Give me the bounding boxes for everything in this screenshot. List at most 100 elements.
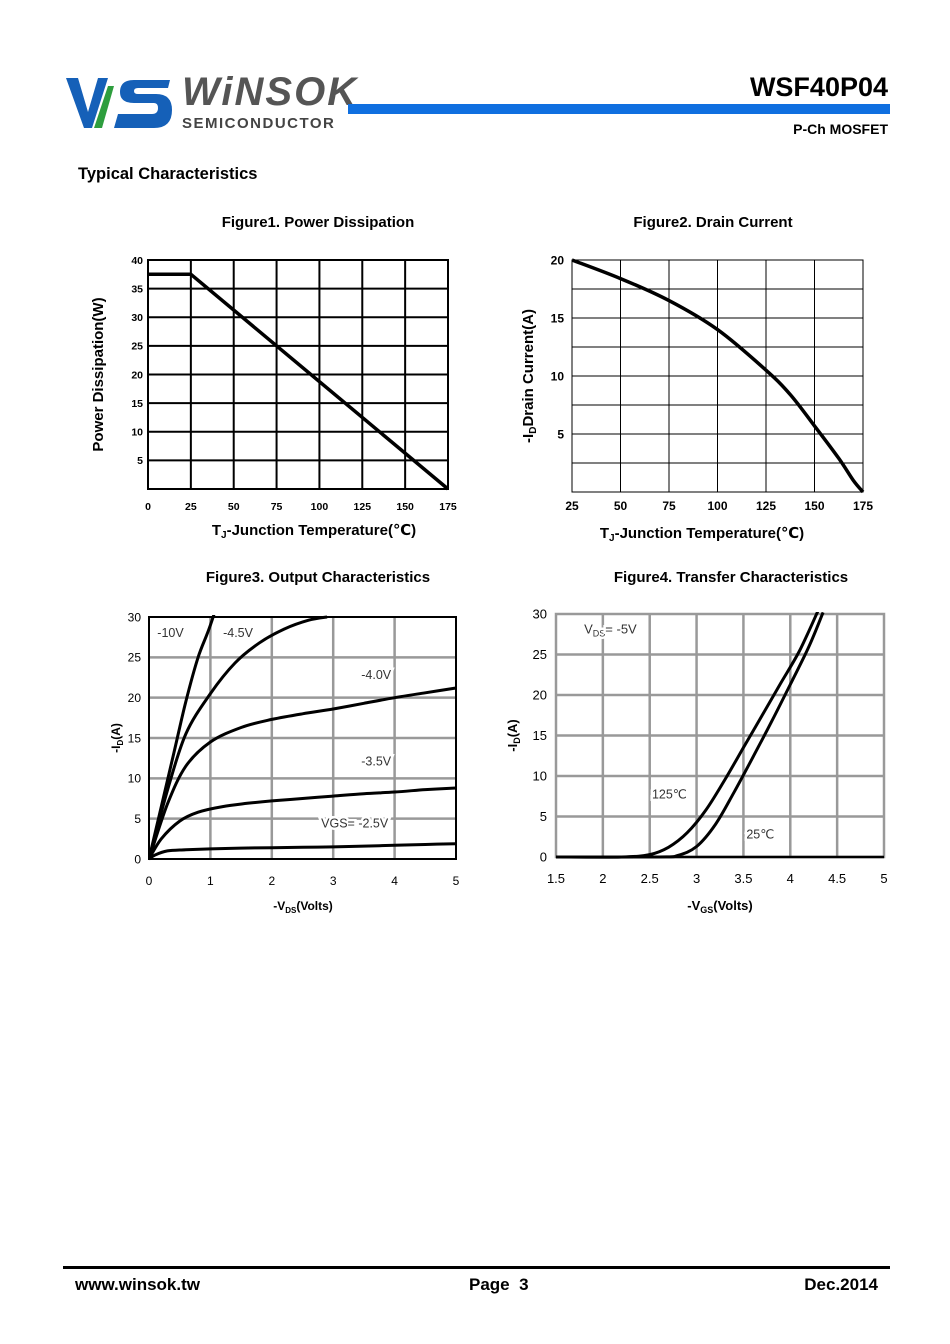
x-tick-label: 3 [330,874,337,888]
y-tick-label: 0 [134,852,141,866]
plot-frame [148,616,457,860]
brand-subtitle: SEMICONDUCTOR [182,115,336,132]
x-tick-label: 2.5 [641,871,659,886]
y-tick-label: 10 [551,369,565,383]
series-line-1 [556,612,825,859]
x-axis-label: -VGS(Volts) [687,898,753,915]
y-tick-label: 15 [128,731,142,745]
y-tick-label: 25 [131,341,143,353]
series-label: -3.5V [361,754,392,768]
y-tick-label: 15 [131,398,143,410]
x-tick-label: 75 [662,499,676,513]
y-tick-label: 40 [131,255,143,267]
plot-frame [571,259,864,493]
series-line-0 [572,258,865,494]
y-axis-label: -ID(A) [505,719,522,752]
figure3-plot: 0 1 2 3 4 5 0 5 10 15 20 25 30 -ID(A) -VDS(Volts) -10V -… [109,610,460,915]
y-tick-label: 25 [533,647,547,662]
x-tick-label: 25 [565,499,579,513]
series-line-2 [149,686,457,860]
x-tick-label: 1 [207,874,214,888]
x-axis-label: TJ-Junction Temperature(℃) [600,525,804,544]
footer-date: Dec.2014 [804,1275,878,1294]
x-tick-label: 175 [853,499,873,513]
x-tick-label: 1.5 [547,871,565,886]
x-tick-label: 3.5 [734,871,752,886]
y-tick-label: 15 [551,311,565,325]
figure1-plot: 0 25 50 75 100 125 150 175 5 10 15 20 25 30 35 40 Power … [90,255,457,541]
y-tick-label: 5 [137,455,143,467]
y-tick-label: 20 [128,691,142,705]
series-line-4 [149,842,457,861]
figure4-title: Figure4. Transfer Characteristics [613,569,849,586]
series-label: -4.0V [361,668,392,682]
figure1-title: Figure1. Power Dissipation [221,214,415,231]
series-line-0 [556,612,820,859]
footer-divider [63,1266,890,1269]
x-tick-label: 150 [396,501,414,513]
series-label: 125℃ [652,788,687,802]
y-tick-label: 35 [131,283,143,295]
x-tick-label: 125 [354,501,372,513]
y-tick-label: 0 [540,850,547,865]
series-label: 25℃ [746,827,774,841]
series-line-0 [148,272,450,491]
part-type: P-Ch MOSFET [793,121,888,137]
logo-s-shape [114,80,172,128]
series-line-1 [149,615,328,860]
y-tick-label: 30 [128,610,142,624]
x-tick-label: 75 [271,501,283,513]
x-tick-label: 175 [439,501,457,513]
logo-w-accent [94,86,114,128]
x-tick-label: 2 [268,874,275,888]
header-accent-bar [348,104,890,114]
figure2-title: Figure2. Drain Current [633,214,793,231]
y-tick-label: 15 [533,728,547,743]
y-tick-label: 20 [533,688,547,703]
series-line-3 [149,786,457,860]
y-tick-label: 20 [131,369,143,381]
figure2-plot: 25 50 75 100 125 150 175 5 10 15 20 -IDDrain Curren… [520,253,873,544]
y-axis-label: Power Dissipation(W) [90,297,107,451]
y-tick-label: 10 [128,772,142,786]
plot-frame [147,259,449,490]
y-tick-label: 10 [533,769,547,784]
series-label: -4.5V [223,626,254,640]
winsok-logo-mark: WS [66,78,172,128]
x-tick-label: 0 [146,874,153,888]
part-number: WSF40P04 [749,72,888,102]
x-tick-label: 5 [453,874,460,888]
y-tick-label: 5 [557,427,564,441]
footer-page-number: Page 3 [469,1275,529,1294]
footer-website: www.winsok.tw [75,1275,200,1294]
x-tick-label: 25 [185,501,197,513]
x-tick-label: 50 [228,501,240,513]
x-tick-label: 125 [756,499,776,513]
section-title: Typical Characteristics [78,165,258,183]
y-tick-label: 30 [533,607,547,622]
x-tick-label: 4 [391,874,398,888]
x-tick-label: 100 [311,501,329,513]
y-tick-label: 30 [131,312,143,324]
x-tick-label: 50 [614,499,628,513]
x-tick-label: 4 [787,871,794,886]
x-tick-label: 3 [693,871,700,886]
x-tick-label: 100 [707,499,727,513]
x-tick-label: 2 [599,871,606,886]
logo-w-shape [66,78,108,128]
brand-name: WiNSOK [182,70,359,114]
x-tick-label: 0 [145,501,151,513]
y-tick-label: 25 [128,651,142,665]
x-tick-label: 150 [804,499,824,513]
y-tick-label: 5 [540,809,547,824]
x-tick-label: 4.5 [828,871,846,886]
x-axis-label: TJ-Junction Temperature(℃) [212,522,416,541]
series-label: -10V [157,626,184,640]
series-line-0 [149,615,216,860]
figure3-title: Figure3. Output Characteristics [205,569,431,586]
y-axis-label: -ID(A) [109,723,125,753]
series-label: VGS= -2.5V [321,817,389,831]
y-tick-label: 10 [131,427,143,439]
y-tick-label: 5 [134,812,141,826]
